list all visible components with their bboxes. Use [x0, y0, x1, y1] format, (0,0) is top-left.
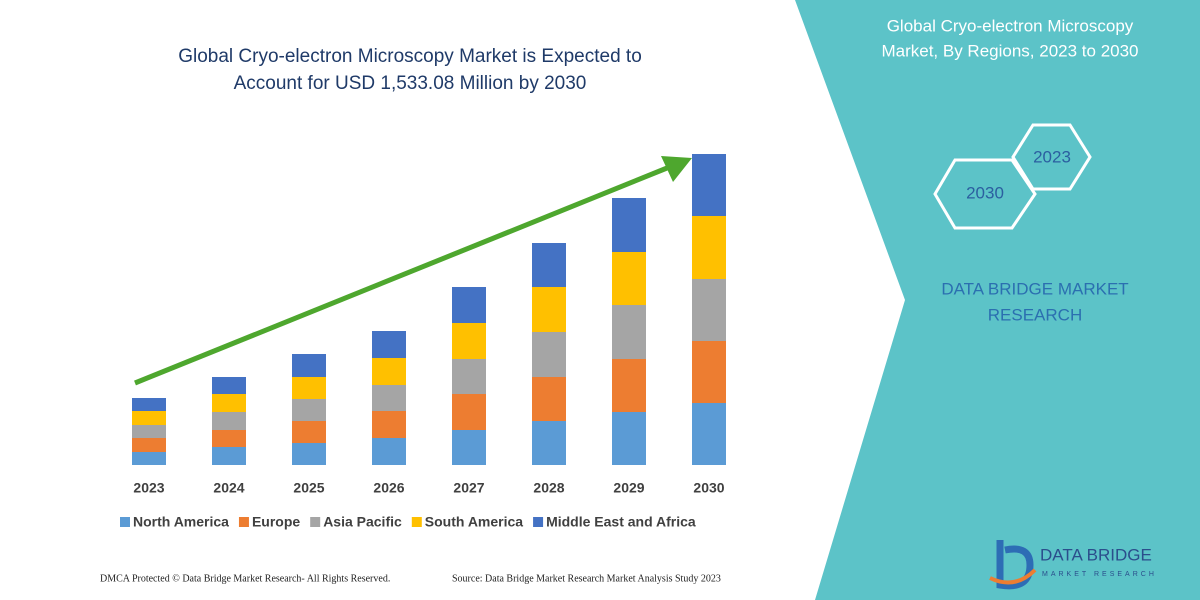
bar-segment — [132, 398, 166, 411]
bar-segment — [372, 385, 406, 411]
x-tick-label: 2027 — [453, 480, 484, 496]
bar-segment — [532, 243, 566, 287]
legend-label: South America — [425, 514, 523, 530]
legend-label: North America — [133, 514, 229, 530]
panel-title: Market, By Regions, 2023 to 2030 — [881, 41, 1138, 60]
legend-label: Middle East and Africa — [546, 514, 696, 530]
logo-tagline: MARKET RESEARCH — [1042, 571, 1157, 578]
legend-swatch — [120, 517, 130, 527]
chart-title: Account for USD 1,533.08 Million by 2030 — [234, 73, 587, 94]
x-tick-label: 2028 — [533, 480, 564, 496]
chart-title: Global Cryo-electron Microscopy Market i… — [178, 46, 642, 67]
bar-segment — [212, 377, 246, 394]
trend-arrowhead — [661, 156, 692, 182]
bar-segment — [452, 359, 486, 394]
bar-segment — [372, 438, 406, 465]
bar-segment — [292, 443, 326, 465]
x-tick-label: 2026 — [373, 480, 404, 496]
bar-segment — [292, 377, 326, 399]
bar-segment — [532, 377, 566, 421]
bar-segment — [612, 252, 646, 305]
logo-icon — [996, 540, 1034, 590]
bar-segment — [132, 452, 166, 465]
x-tick-label: 2025 — [293, 480, 324, 496]
legend-swatch — [310, 517, 321, 527]
bar-segment — [212, 394, 246, 412]
legend-label: Europe — [252, 514, 300, 530]
bar-segment — [692, 403, 726, 465]
bar-segment — [132, 425, 166, 438]
hexagon-label: 2023 — [1033, 147, 1071, 166]
bar-segment — [612, 412, 646, 465]
footer-right: Source: Data Bridge Market Research Mark… — [452, 573, 721, 584]
bar-segment — [212, 412, 246, 430]
hexagon — [933, 158, 1037, 230]
logo-name: DATA BRIDGE — [1040, 545, 1152, 564]
legend-swatch — [411, 517, 422, 527]
bar-segment — [292, 421, 326, 443]
bar-segment — [292, 354, 326, 377]
bar-segment — [372, 358, 406, 385]
footer-left: DMCA Protected © Data Bridge Market Rese… — [100, 573, 390, 584]
bar-segment — [452, 394, 486, 430]
legend-swatch — [238, 517, 249, 527]
x-tick-label: 2030 — [693, 480, 724, 496]
legend-swatch — [533, 517, 544, 527]
bar-segment — [692, 154, 726, 216]
bar-segment — [532, 332, 566, 377]
bar-segment — [612, 198, 646, 252]
x-tick-label: 2024 — [213, 480, 244, 496]
bar-segment — [692, 341, 726, 403]
brand-text: DATA BRIDGE MARKET — [941, 279, 1128, 298]
bar-segment — [372, 331, 406, 358]
bar-segment — [532, 421, 566, 465]
side-panel — [795, 0, 1200, 600]
bar-segment — [292, 399, 326, 421]
bar-segment — [612, 305, 646, 359]
bar-segment — [212, 430, 246, 447]
bar-segment — [612, 359, 646, 412]
bar-segment — [452, 323, 486, 359]
bar-segment — [452, 287, 486, 323]
bar-segment — [132, 438, 166, 452]
bar-segment — [692, 216, 726, 279]
hexagon — [1011, 123, 1092, 191]
hexagon-label: 2030 — [966, 183, 1004, 202]
trend-arrow — [134, 163, 673, 386]
legend-label: Asia Pacific — [323, 514, 402, 530]
brand-text: RESEARCH — [988, 305, 1082, 324]
plot: 2023 2024 2025 2026 2027 2028 2029 2030 North Am… — [120, 154, 726, 530]
bar-segment — [692, 279, 726, 341]
logo-swoosh — [989, 568, 1037, 585]
x-tick-label: 2029 — [613, 480, 644, 496]
bar-segment — [212, 447, 246, 465]
bar-segment — [532, 287, 566, 332]
bar-segment — [132, 411, 166, 425]
bar-segment — [452, 430, 486, 465]
bar-segment — [372, 411, 406, 438]
panel-title: Global Cryo-electron Microscopy — [887, 16, 1134, 35]
x-tick-label: 2023 — [133, 480, 164, 496]
